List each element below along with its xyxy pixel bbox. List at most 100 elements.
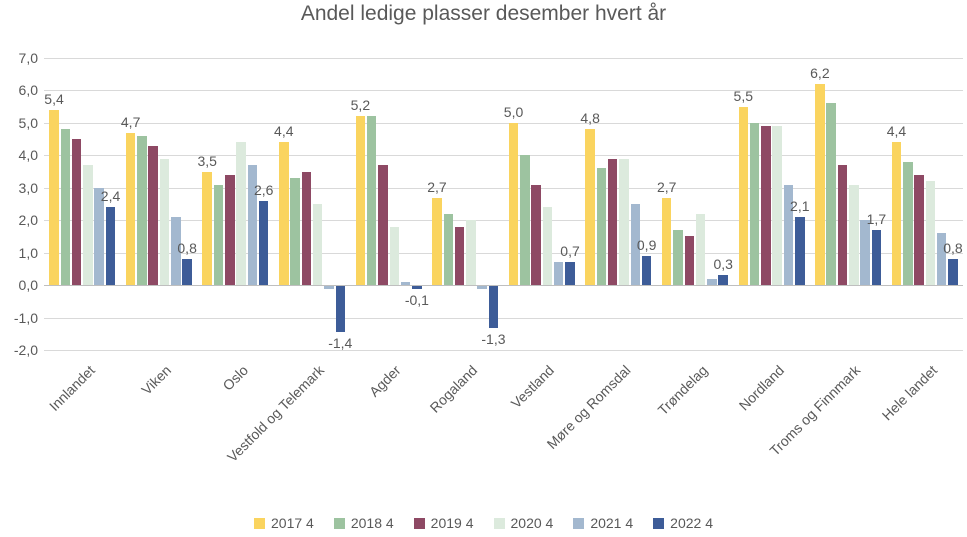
bar-20204-rogaland (466, 220, 476, 286)
legend-label: 2019 4 (430, 515, 474, 531)
bar-20194-m-re-og-romsdal (607, 158, 618, 286)
x-category-label: Hele landet (878, 362, 941, 424)
bar-20174-vestfold-og-telemark (279, 142, 289, 286)
bar-20224-vestfold-og-telemark (335, 286, 346, 332)
legend-item-20224: 2022 4 (653, 515, 713, 531)
bar-20194-vestfold-og-telemark (301, 171, 312, 286)
bar-20184-vestland (520, 155, 530, 286)
bar-20184-viken (137, 135, 147, 286)
bar-20174-oslo (202, 171, 212, 286)
y-tick-label: 4,0 (18, 147, 38, 164)
bar-20174-troms-og-finnmark (815, 83, 825, 286)
bar-20184-tr-ndelag (673, 229, 683, 286)
bar-value-label: 0,3 (713, 256, 733, 273)
gridline (44, 58, 963, 59)
bar-20194-agder (378, 165, 388, 286)
legend-swatch-icon (573, 517, 585, 529)
y-tick-label: 3,0 (18, 179, 38, 196)
bar-20214-vestfold-og-telemark (324, 286, 334, 290)
bar-value-label: 0,7 (560, 243, 580, 260)
legend-item-20204: 2020 4 (493, 515, 554, 531)
y-tick-label: 0,0 (18, 277, 38, 294)
bar-20214-oslo (247, 165, 258, 286)
plot-area: 5,4 2,4 4,7 0,8 3,5 2,6 4,4 -1,4 5,2 -0,1 2,7 -1,3 5… (44, 58, 963, 351)
bar-20184-nordland (749, 122, 760, 286)
bar-20204-oslo (236, 142, 246, 286)
bar-value-label: 4,4 (886, 123, 907, 140)
bar-20214-m-re-og-romsdal (630, 204, 641, 286)
bar-value-label: 5,2 (350, 97, 371, 114)
gridline (44, 252, 963, 254)
bar-value-label: 5,0 (503, 103, 524, 120)
bar-value-label: 3,5 (197, 152, 217, 169)
bar-20204-troms-og-finnmark (849, 184, 859, 286)
bar-20184-hele-landet (903, 161, 913, 286)
legend-swatch-icon (653, 517, 665, 529)
legend-item-20174: 2017 4 (254, 515, 314, 531)
bar-value-label: 5,5 (733, 87, 754, 104)
bar-value-label: 0,9 (636, 236, 657, 253)
x-category-label: Innlandet (45, 362, 98, 415)
bar-20214-agder (400, 281, 411, 286)
bar-20214-viken (171, 216, 181, 286)
x-category-label: Oslo (219, 362, 251, 394)
bar-20184-rogaland (443, 213, 453, 286)
bar-20224-oslo (258, 200, 269, 286)
gridline (44, 155, 963, 157)
bar-20194-troms-og-finnmark (837, 165, 848, 286)
bar-20224-troms-og-finnmark (871, 229, 882, 286)
bar-20224-m-re-og-romsdal (641, 255, 652, 286)
bar-20174-nordland (738, 106, 749, 286)
x-category-label: Møre og Romsdal (543, 362, 634, 452)
bar-value-label: 4,4 (274, 123, 294, 140)
gridline (44, 220, 963, 222)
y-tick-label: -2,0 (13, 342, 38, 358)
legend-label: 2018 4 (350, 515, 394, 531)
bar-20224-rogaland (488, 286, 499, 329)
legend: 2017 4 2018 4 2019 4 2020 4 2021 4 2022 4 (0, 515, 967, 531)
x-category-label: Vestland (507, 362, 558, 412)
y-tick-label: 5,0 (18, 114, 38, 131)
bar-20204-innlandet (83, 165, 93, 286)
x-category-label: Rogaland (426, 362, 481, 416)
bar-20214-hele-landet (936, 233, 947, 286)
bar-20184-innlandet (60, 129, 71, 286)
legend-swatch-icon (254, 517, 266, 529)
gridline (44, 187, 963, 189)
bar-20174-tr-ndelag (661, 197, 672, 286)
bar-20204-nordland (772, 126, 782, 286)
legend-swatch-icon (333, 517, 345, 529)
bar-value-label: 5,4 (44, 90, 64, 107)
y-tick-label: 1,0 (18, 244, 38, 261)
bar-20214-nordland (783, 184, 794, 286)
bar-20184-oslo (213, 184, 224, 286)
bar-20184-m-re-og-romsdal (596, 168, 607, 286)
bar-20194-tr-ndelag (684, 236, 695, 286)
y-axis: 7,0 6,0 5,0 4,0 3,0 2,0 1,0 0,0 -1,0 -2,0 (0, 50, 38, 358)
bar-20204-m-re-og-romsdal (619, 158, 629, 286)
bar-20224-viken (182, 259, 192, 286)
bar-20174-vestland (508, 122, 519, 286)
gridline (44, 317, 963, 319)
bar-value-label: 2,6 (253, 181, 274, 198)
bar-20174-rogaland (432, 197, 442, 286)
bar-20174-agder (355, 116, 366, 286)
x-category-label: Agder (366, 362, 404, 400)
bar-20204-vestland (542, 207, 553, 286)
bar-value-label: 6,2 (810, 64, 830, 81)
legend-label: 2020 4 (510, 515, 554, 531)
legend-swatch-icon (493, 517, 505, 529)
bar-20204-hele-landet (925, 181, 936, 286)
bar-value-label: -1,3 (481, 331, 506, 348)
bar-20184-troms-og-finnmark (826, 103, 836, 286)
gridline (44, 350, 963, 351)
bar-20184-vestfold-og-telemark (290, 178, 300, 286)
bar-value-label: 4,8 (580, 110, 600, 127)
bar-value-label: 0,8 (177, 240, 197, 257)
x-category-label: Nordland (735, 362, 787, 414)
y-tick-label: -1,0 (13, 309, 38, 326)
legend-label: 2017 4 (271, 515, 314, 531)
x-category-label: Trøndelag (654, 362, 711, 419)
bar-value-label: -1,4 (328, 334, 353, 351)
